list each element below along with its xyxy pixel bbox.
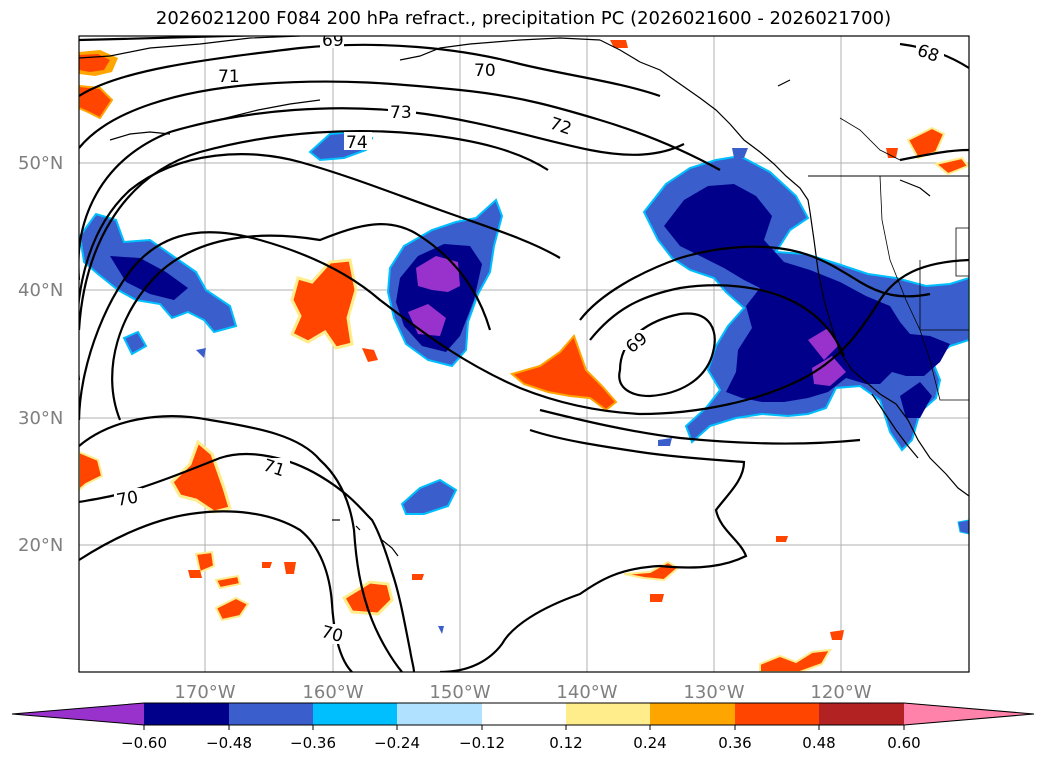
colorbar-tick-label: 0.36 [718, 734, 751, 752]
longitude-labels: 170°W 160°W 150°W 140°W 130°W 120°W [174, 682, 871, 703]
colorbar-tick-label: −0.60 [121, 734, 167, 752]
lat-label: 30°N [18, 408, 63, 429]
lon-label: 150°W [429, 682, 490, 703]
colorbar-tick-label: 0.12 [549, 734, 582, 752]
lat-label: 50°N [18, 153, 63, 174]
colorbar-tick-label: −0.48 [206, 734, 252, 752]
colorbar-segment [397, 703, 482, 725]
coastlines [79, 36, 969, 557]
negative-anomaly-areas [79, 130, 969, 634]
colorbar-tick-label: 0.48 [802, 734, 835, 752]
colorbar-segment [735, 703, 819, 725]
contour-label: 70 [474, 61, 496, 81]
contour-label: 73 [390, 103, 412, 123]
colorbar-segment [229, 703, 313, 725]
colorbar-right-arrow [904, 703, 1034, 725]
lon-label: 160°W [302, 682, 363, 703]
colorbar-segment [819, 703, 904, 725]
colorbar-left-arrow [12, 703, 144, 725]
refractivity-contours [79, 36, 969, 672]
lon-label: 130°W [683, 682, 744, 703]
colorbar-segment [566, 703, 650, 725]
contour-label: 69 [322, 31, 344, 51]
lat-label: 40°N [18, 280, 63, 301]
lon-label: 140°W [556, 682, 617, 703]
colorbar-segment [482, 703, 566, 725]
colorbar-tick-label: −0.12 [459, 734, 505, 752]
colorbar-tick-label: 0.60 [887, 734, 920, 752]
latitude-labels: 50°N 40°N 30°N 20°N [18, 153, 63, 556]
lat-label: 20°N [18, 535, 63, 556]
colorbar-tick-label: −0.24 [374, 734, 420, 752]
contour-label: 70 [115, 487, 140, 510]
colorbar-tick-label: −0.36 [290, 734, 336, 752]
contour-label: 71 [218, 67, 240, 87]
map-title: 2026021200 F084 200 hPa refract., precip… [155, 8, 892, 29]
colorbar-segment [650, 703, 735, 725]
colorbar-segment [144, 703, 229, 725]
colorbar: −0.60 −0.48 −0.36 −0.24 −0.12 0.12 0.24 … [11, 702, 1035, 752]
lon-label: 170°W [174, 682, 235, 703]
colorbar-segment [313, 703, 397, 725]
contour-label: 74 [346, 133, 368, 153]
map-frame [78, 35, 970, 673]
colorbar-tick-label: 0.24 [633, 734, 666, 752]
lon-label: 120°W [810, 682, 871, 703]
